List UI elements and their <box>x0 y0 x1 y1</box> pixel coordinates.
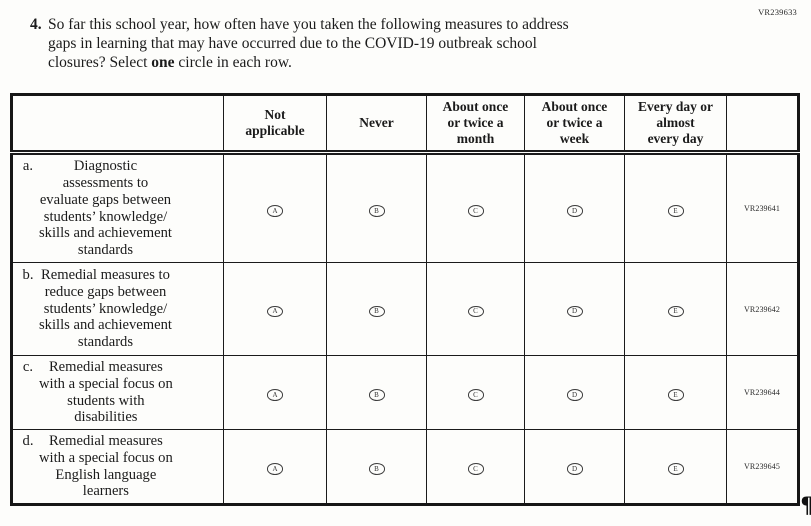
row-label-text: Remedial measures with a special focus o… <box>39 359 173 426</box>
row-letter: a. <box>22 158 34 175</box>
column-header-blank <box>11 94 224 155</box>
question-line-3-pre: closures? Select <box>48 54 152 72</box>
option-bubble-a[interactable]: A <box>267 463 283 475</box>
option-bubble-b[interactable]: B <box>368 205 385 217</box>
question-text: So far this school year, how often have … <box>48 15 569 73</box>
cell-b-every-day: E <box>624 262 727 356</box>
cell-a-once-twice-month: C <box>426 152 525 263</box>
option-bubble-b[interactable]: B <box>368 305 385 318</box>
cell-d-never: B <box>326 429 427 506</box>
cell-d-not-applicable: A <box>223 429 327 506</box>
option-bubble-e[interactable]: E <box>667 389 684 401</box>
row-label-c: c. Remedial measures with a special focus… <box>11 354 224 431</box>
row-letter: d. <box>22 433 34 450</box>
cell-a-not-applicable: A <box>223 152 327 263</box>
option-bubble-e[interactable]: E <box>667 463 684 475</box>
form-code: VR239633 <box>758 7 797 17</box>
option-bubble-e[interactable]: E <box>667 305 684 318</box>
row-label-b: b. Remedial measures to reduce gaps betwe… <box>11 262 224 356</box>
cell-c-every-day: E <box>624 354 727 431</box>
question-line-1: So far this school year, how often have … <box>48 16 569 33</box>
table-row-a: a. Diagnostic assessments to evaluate gap… <box>11 152 799 263</box>
cell-d-every-day: E <box>624 429 727 506</box>
option-bubble-b[interactable]: B <box>368 463 385 475</box>
question-line-3-post: circle in each row. <box>174 54 292 72</box>
row-code: VR239644 <box>726 354 799 431</box>
cell-c-once-twice-month: C <box>426 354 525 431</box>
option-bubble-a[interactable]: A <box>267 205 283 217</box>
cell-b-once-twice-week: D <box>524 262 625 356</box>
cell-d-once-twice-month: C <box>426 429 525 506</box>
option-bubble-e[interactable]: E <box>667 205 684 217</box>
cell-b-not-applicable: A <box>223 262 327 356</box>
question-block: 4. So far this school year, how often ha… <box>30 15 569 73</box>
column-header-once-twice-month: About once or twice a month <box>426 94 525 155</box>
option-bubble-d[interactable]: D <box>566 389 583 401</box>
row-label-text: Remedial measures to reduce gaps between… <box>39 267 172 351</box>
question-bold-word: one <box>151 54 175 72</box>
option-bubble-d[interactable]: D <box>566 305 583 318</box>
cell-c-once-twice-week: D <box>524 354 625 431</box>
cell-a-once-twice-week: D <box>524 152 625 263</box>
row-label-a: a. Diagnostic assessments to evaluate gap… <box>11 152 224 263</box>
table-row-d: d. Remedial measures with a special focus… <box>11 429 799 506</box>
column-header-once-twice-week: About once or twice a week <box>524 94 625 155</box>
cell-a-every-day: E <box>624 152 727 263</box>
option-bubble-a[interactable]: A <box>267 389 283 401</box>
option-bubble-c[interactable]: C <box>467 305 484 318</box>
cell-c-not-applicable: A <box>223 354 327 431</box>
question-number: 4. <box>30 16 42 33</box>
row-code: VR239645 <box>726 429 799 506</box>
question-line-2: gaps in learning that may have occurred … <box>48 35 537 53</box>
option-bubble-c[interactable]: C <box>467 205 484 217</box>
option-bubble-a[interactable]: A <box>267 305 283 318</box>
survey-matrix-table: Not applicable Never About once or twice… <box>10 93 800 507</box>
pilcrow-mark: ¶ <box>801 492 811 518</box>
cell-d-once-twice-week: D <box>524 429 625 506</box>
row-code: VR239641 <box>726 152 799 263</box>
question-line-3: closures? Select one circle in each row. <box>48 53 569 72</box>
row-label-text: Diagnostic assessments to evaluate gaps … <box>39 158 172 259</box>
option-bubble-b[interactable]: B <box>368 389 385 401</box>
cell-a-never: B <box>326 152 427 263</box>
row-letter: b. <box>22 267 34 284</box>
table-row-b: b. Remedial measures to reduce gaps betwe… <box>11 262 799 356</box>
option-bubble-d[interactable]: D <box>566 463 583 475</box>
row-label-text: Remedial measures with a special focus o… <box>39 433 173 500</box>
column-header-every-day: Every day or almost every day <box>624 94 727 155</box>
cell-b-never: B <box>326 262 427 356</box>
column-header-never: Never <box>326 94 427 155</box>
row-code: VR239642 <box>726 262 799 356</box>
row-label-d: d. Remedial measures with a special focus… <box>11 429 224 506</box>
option-bubble-d[interactable]: D <box>566 205 583 217</box>
cell-b-once-twice-month: C <box>426 262 525 356</box>
row-letter: c. <box>22 359 34 375</box>
cell-c-never: B <box>326 354 427 431</box>
column-header-not-applicable: Not applicable <box>223 94 327 155</box>
option-bubble-c[interactable]: C <box>467 463 484 475</box>
column-header-code-blank <box>726 94 799 155</box>
option-bubble-c[interactable]: C <box>467 389 484 401</box>
table-row-c: c. Remedial measures with a special focus… <box>11 354 799 431</box>
header-row: Not applicable Never About once or twice… <box>11 94 799 155</box>
